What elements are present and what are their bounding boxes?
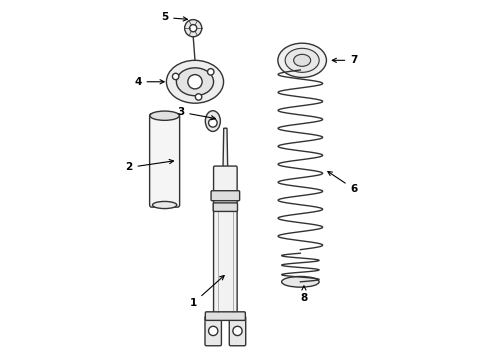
Circle shape: [185, 19, 202, 37]
Ellipse shape: [285, 48, 319, 72]
Text: 7: 7: [332, 55, 358, 65]
Circle shape: [188, 75, 202, 89]
Text: 4: 4: [134, 77, 164, 87]
FancyBboxPatch shape: [214, 166, 237, 317]
Circle shape: [208, 69, 214, 75]
Ellipse shape: [167, 60, 223, 103]
Circle shape: [209, 118, 217, 127]
FancyBboxPatch shape: [229, 316, 245, 346]
Ellipse shape: [152, 202, 177, 208]
Ellipse shape: [205, 111, 221, 131]
Polygon shape: [223, 128, 228, 167]
Circle shape: [209, 326, 218, 336]
Ellipse shape: [294, 54, 311, 66]
Ellipse shape: [150, 111, 179, 120]
Circle shape: [196, 94, 202, 100]
Text: 5: 5: [161, 13, 187, 22]
Text: 3: 3: [177, 107, 215, 120]
FancyBboxPatch shape: [211, 191, 240, 201]
Ellipse shape: [282, 276, 319, 287]
FancyBboxPatch shape: [205, 312, 245, 320]
Ellipse shape: [278, 43, 326, 77]
FancyBboxPatch shape: [213, 203, 238, 211]
FancyBboxPatch shape: [205, 316, 221, 346]
FancyBboxPatch shape: [149, 113, 180, 207]
Ellipse shape: [176, 68, 214, 96]
Text: 8: 8: [300, 286, 308, 303]
Circle shape: [172, 73, 179, 80]
Text: 6: 6: [328, 171, 358, 194]
Circle shape: [233, 326, 242, 336]
Text: 1: 1: [190, 275, 224, 308]
Circle shape: [190, 24, 197, 32]
Text: 2: 2: [125, 159, 173, 172]
